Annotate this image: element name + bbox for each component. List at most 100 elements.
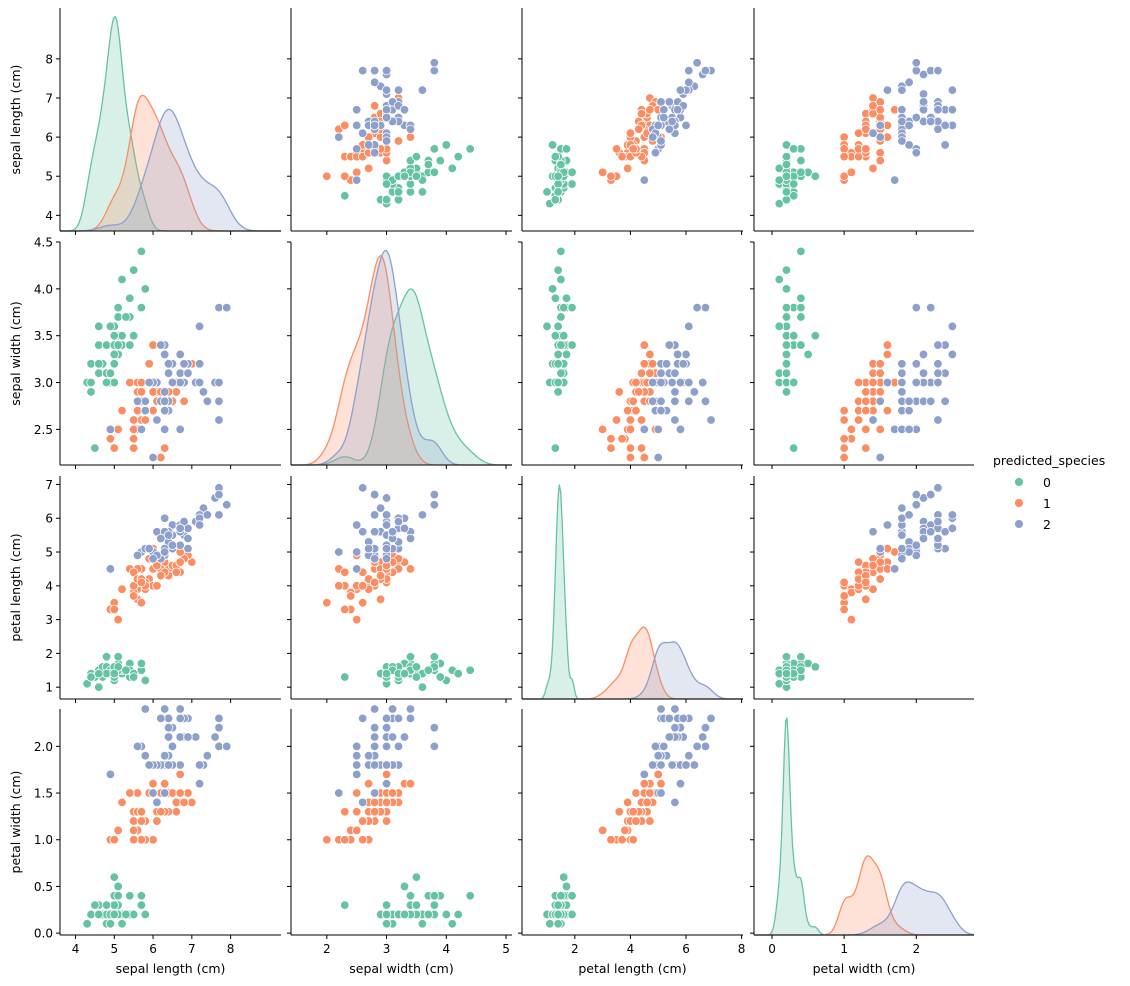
- point-series-1-36: [645, 788, 655, 798]
- point-series-1-40: [636, 415, 647, 425]
- point-series-2-29: [882, 377, 893, 388]
- point-series-1-31: [617, 151, 627, 162]
- point-series-2-49: [897, 543, 907, 554]
- y-tick-label: 3.5: [34, 329, 53, 343]
- point-series-0-48: [556, 159, 566, 170]
- point-series-2-47: [659, 112, 669, 123]
- point-series-0-45: [101, 668, 112, 679]
- point-series-0-13: [774, 198, 784, 209]
- point-series-1-47: [861, 124, 871, 134]
- point-series-1-48: [597, 167, 608, 178]
- point-series-2-33: [875, 396, 885, 406]
- point-series-0-32: [774, 274, 784, 285]
- point-series-2-0: [681, 349, 691, 360]
- point-series-2-19: [148, 788, 158, 798]
- point-series-2-29: [882, 520, 893, 530]
- point-series-0-43: [810, 171, 821, 181]
- point-series-2-37: [163, 368, 174, 378]
- point-series-2-44: [399, 105, 410, 115]
- point-series-2-41: [656, 97, 666, 107]
- point-series-2-0: [159, 513, 170, 523]
- point-series-1-3: [625, 443, 636, 453]
- point-series-2-7: [689, 760, 700, 770]
- point-series-2-8: [175, 424, 185, 435]
- point-series-1-49: [136, 807, 147, 817]
- point-series-0-48: [121, 909, 131, 920]
- point-series-1-47: [861, 387, 871, 397]
- point-series-2-31: [692, 58, 702, 68]
- point-series-2-7: [897, 387, 907, 397]
- point-series-2-48: [664, 340, 675, 350]
- point-series-1-48: [113, 825, 123, 836]
- point-series-2-39: [664, 97, 675, 107]
- point-series-2-31: [429, 741, 440, 752]
- point-series-2-14: [140, 396, 151, 406]
- point-series-1-49: [628, 144, 638, 154]
- point-series-0-45: [553, 900, 563, 910]
- point-series-2-15: [163, 713, 174, 724]
- point-series-0-24: [781, 652, 792, 662]
- point-series-0-22: [94, 321, 104, 332]
- panel-petal-width-vs-petal-width: 0 1 2: [750, 709, 975, 956]
- point-series-1-35: [639, 340, 650, 350]
- point-series-0-39: [781, 340, 792, 350]
- point-series-2-34: [868, 527, 878, 537]
- point-series-2-46: [352, 547, 362, 557]
- point-series-2-15: [661, 359, 672, 369]
- point-series-0-33: [781, 265, 792, 275]
- point-series-2-34: [357, 128, 368, 138]
- point-series-0-49: [109, 349, 119, 360]
- point-series-2-39: [183, 732, 193, 742]
- point-series-2-22: [911, 65, 922, 76]
- point-series-0-31: [125, 340, 135, 350]
- point-series-0-34: [105, 368, 116, 378]
- point-series-2-6: [639, 424, 650, 435]
- point-series-1-23: [853, 557, 864, 567]
- point-series-0-16: [796, 293, 806, 303]
- point-series-0-16: [550, 293, 561, 303]
- y-tick-label: 4: [45, 209, 53, 223]
- point-series-1-30: [128, 825, 139, 836]
- point-series-2-17: [926, 489, 936, 500]
- point-series-0-13: [381, 919, 392, 929]
- point-series-0-34: [556, 368, 566, 378]
- point-series-2-46: [159, 424, 170, 435]
- kde-fill-petal-length-series-1: [522, 627, 743, 699]
- point-series-2-18: [357, 65, 368, 76]
- point-series-2-30: [202, 396, 213, 406]
- point-series-2-6: [889, 175, 900, 185]
- point-series-1-39: [625, 424, 636, 435]
- point-series-0-36: [411, 151, 422, 162]
- point-series-0-45: [381, 900, 392, 910]
- kde-fill-petal-width-series-2: [754, 881, 974, 935]
- point-series-0-48: [121, 312, 131, 322]
- panel-sepal-width-vs-sepal-width: [287, 241, 512, 469]
- point-series-0-40: [109, 900, 119, 910]
- point-series-1-29: [136, 598, 147, 608]
- point-series-1-26: [369, 797, 380, 808]
- point-series-0-33: [453, 909, 463, 920]
- point-series-1-29: [839, 144, 849, 154]
- legend-entry-0: 0: [1014, 475, 1051, 490]
- point-series-2-46: [159, 547, 170, 557]
- panel-sepal-width-vs-sepal-length: 2.5 3.0 3.5 4.0 4.5: [34, 236, 281, 469]
- point-series-0-48: [556, 312, 566, 322]
- point-series-2-39: [387, 732, 398, 742]
- point-series-0-43: [411, 872, 422, 882]
- point-series-2-39: [183, 533, 193, 544]
- panel-sepal-length-vs-petal-length: [518, 8, 743, 235]
- point-series-1-37: [159, 443, 170, 453]
- point-series-2-14: [369, 704, 380, 714]
- point-series-0-37: [417, 919, 428, 929]
- point-series-2-30: [684, 750, 694, 761]
- x-tick-label: 6: [149, 942, 157, 956]
- legend-marker-1: [1014, 498, 1024, 508]
- point-series-2-29: [381, 85, 392, 95]
- point-series-2-17: [700, 722, 711, 733]
- point-series-0-49: [399, 171, 410, 181]
- point-series-2-31: [222, 302, 232, 313]
- point-series-0-44: [796, 652, 806, 662]
- point-series-2-31: [692, 741, 702, 752]
- point-series-2-39: [664, 732, 675, 742]
- point-series-0-19: [429, 900, 440, 910]
